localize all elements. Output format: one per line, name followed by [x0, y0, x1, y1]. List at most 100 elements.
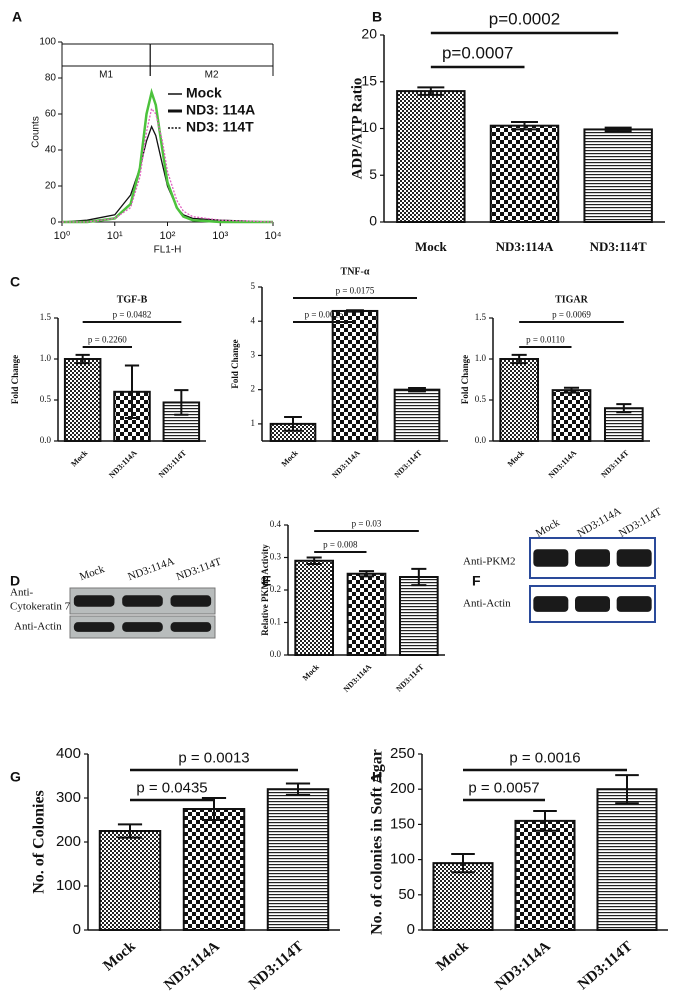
error-bar: [616, 403, 632, 414]
error-bar: [285, 782, 311, 796]
y-tick-label: 200: [390, 780, 415, 797]
panel-label: H: [372, 769, 382, 785]
bar: [603, 407, 644, 443]
x-tick-label: ND3:114T: [393, 448, 425, 480]
legend-label: Mock: [186, 85, 222, 101]
lane-label: ND3:114A: [575, 505, 623, 540]
y-tick-label: 150: [390, 815, 415, 832]
p-value: p = 0.0069: [552, 309, 591, 319]
x-tick-label: ND3:114A: [161, 938, 222, 993]
blot-band: [533, 549, 569, 567]
bar: [499, 358, 540, 442]
bar: [596, 788, 658, 932]
series-line: [62, 87, 273, 224]
error-bar: [511, 120, 538, 131]
x-tick-label: ND3:114A: [330, 448, 362, 480]
x-tick-label: Mock: [415, 239, 448, 254]
blot-band: [73, 622, 115, 632]
p-value: p = 0.0110: [526, 334, 565, 344]
x-tick-label: 10⁴: [265, 230, 282, 242]
series-line: [61, 124, 274, 223]
row-label: Anti-: [10, 587, 34, 599]
row-label: Cytokeratin 7: [10, 601, 71, 613]
y-tick-label: 50: [398, 886, 415, 903]
error-bar: [451, 852, 475, 874]
y-tick-label: 0.0: [270, 649, 282, 659]
y-tick-label: 3: [251, 350, 256, 360]
y-axis-label: No. of colonies in Soft Agar: [369, 749, 386, 935]
panel-label: B: [372, 9, 382, 25]
error-bar: [417, 86, 445, 96]
y-tick-label: 1: [251, 418, 256, 428]
bar: [398, 576, 439, 656]
blot-band: [616, 596, 652, 612]
y-tick-label: 0.2: [270, 584, 281, 594]
series-line: [62, 107, 274, 223]
y-axis-label: ADP/ATP Ratio: [349, 78, 365, 180]
p-value: p=0.0007: [442, 44, 513, 63]
lane-label: ND3:114T: [617, 506, 664, 540]
blot-band: [73, 595, 115, 607]
y-tick-label: 100: [39, 37, 56, 48]
p-value: p = 0.008: [323, 539, 358, 549]
x-tick-label: ND3:114A: [492, 938, 553, 993]
p-value: p = 0.0016: [509, 750, 580, 767]
y-tick-label: 0.5: [475, 394, 487, 404]
error-bar: [408, 386, 426, 393]
y-axis-label: Counts: [31, 116, 42, 148]
x-tick-label: 10²: [160, 230, 176, 242]
lane-label: Mock: [78, 563, 107, 583]
x-tick-label: ND3:114T: [575, 938, 636, 993]
chart-title: TNF-α: [341, 266, 370, 277]
chart-title: TGF-B: [117, 294, 148, 305]
panel-label: D: [10, 573, 20, 589]
bar: [514, 819, 576, 932]
bar: [489, 124, 560, 223]
bar: [551, 389, 592, 443]
gate-label: M2: [205, 70, 219, 81]
x-tick-label: Mock: [433, 938, 472, 974]
panel-label: G: [10, 769, 21, 785]
y-tick-label: 20: [361, 26, 377, 42]
legend-label: ND3: 114T: [186, 119, 254, 135]
x-tick-label: Mock: [69, 448, 90, 469]
blot-band: [170, 595, 212, 607]
blot-band: [122, 622, 163, 632]
bar: [346, 572, 387, 656]
p-value: p = 0.0013: [178, 750, 249, 767]
x-tick-label: Mock: [301, 662, 322, 683]
x-axis-label: FL1-H: [154, 245, 182, 256]
p-value: p = 0.2260: [88, 334, 127, 344]
error-bar: [533, 810, 557, 832]
p-value: p = 0.0015: [305, 309, 344, 319]
lane-label: ND3:114T: [175, 556, 224, 584]
bar: [98, 830, 162, 931]
y-tick-label: 0.4: [270, 519, 282, 529]
y-axis-label: No. of Colonies: [31, 790, 48, 894]
x-tick-label: ND3:114T: [157, 448, 189, 480]
x-tick-label: 10¹: [107, 230, 123, 242]
error-bar: [117, 823, 143, 839]
y-tick-label: 1.5: [40, 312, 52, 322]
error-bar: [124, 364, 140, 420]
x-tick-label: 10⁰: [54, 230, 71, 242]
error-bar: [75, 353, 90, 365]
y-tick-label: 200: [56, 833, 81, 850]
y-tick-label: 1.0: [475, 353, 487, 363]
error-bar: [174, 389, 189, 416]
y-tick-label: 0.0: [40, 435, 52, 445]
error-bar: [346, 309, 364, 313]
x-tick-label: Mock: [280, 448, 301, 469]
x-tick-label: ND3:114T: [590, 239, 647, 254]
p-value: p = 0.0175: [336, 285, 375, 295]
y-tick-label: 0.5: [40, 394, 52, 404]
y-tick-label: 0.3: [270, 552, 282, 562]
x-tick-label: Mock: [506, 448, 527, 469]
legend-label: ND3: 114A: [186, 102, 255, 118]
y-tick-label: 250: [390, 745, 415, 762]
error-bar: [306, 556, 322, 565]
y-tick-label: 0.1: [270, 617, 281, 627]
row-label: Anti-Actin: [463, 598, 511, 610]
